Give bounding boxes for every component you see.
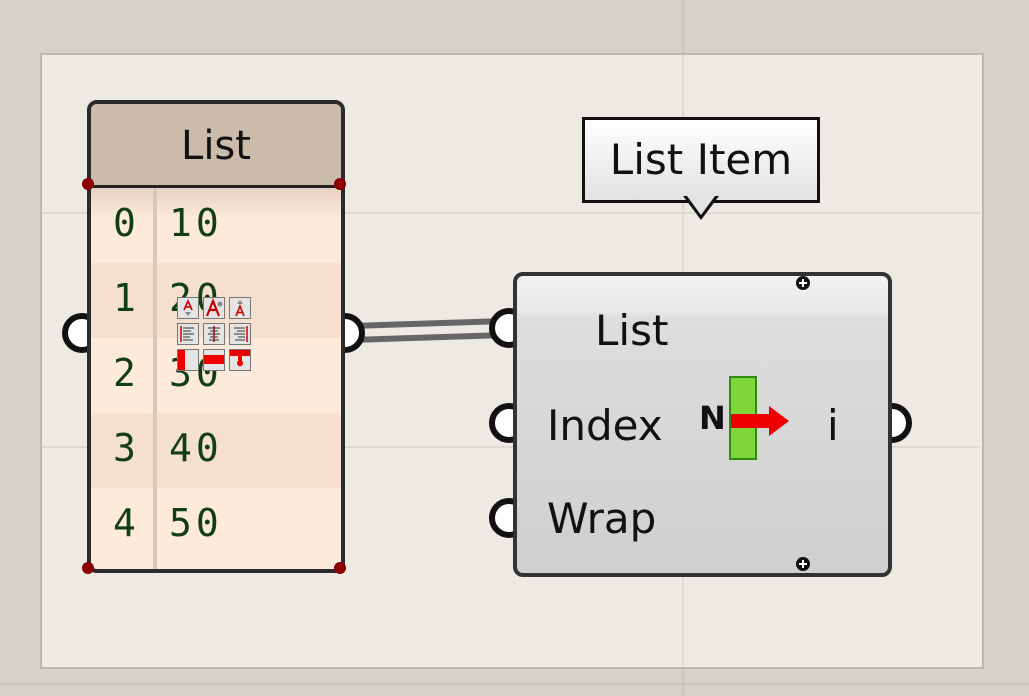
align-center-icon[interactable] bbox=[203, 323, 225, 345]
panel-title: List bbox=[91, 104, 341, 188]
canvas-grid-line bbox=[42, 446, 980, 448]
icon-letter: N bbox=[699, 399, 726, 437]
input-label-list[interactable]: List bbox=[595, 306, 669, 355]
resize-handle[interactable] bbox=[82, 178, 94, 190]
wire-stroke bbox=[351, 318, 506, 329]
list-item-icon: N bbox=[697, 374, 797, 464]
resize-handle[interactable] bbox=[82, 562, 94, 574]
zoom-plus-icon[interactable] bbox=[796, 276, 810, 290]
output-label-i[interactable]: i bbox=[827, 401, 839, 450]
item-value: 40 bbox=[169, 426, 223, 470]
item-index: 2 bbox=[113, 351, 136, 395]
item-value: 50 bbox=[169, 501, 223, 545]
canvas-grid-line bbox=[0, 683, 1029, 685]
item-index: 3 bbox=[113, 426, 136, 470]
component-tooltip: List Item bbox=[582, 117, 820, 203]
align-left-icon[interactable] bbox=[177, 323, 199, 345]
color-left-icon[interactable] bbox=[177, 349, 199, 371]
color-drip-icon[interactable] bbox=[229, 349, 251, 371]
icon-arrow-shaft bbox=[755, 414, 771, 428]
color-fill-icon[interactable] bbox=[203, 349, 225, 371]
resize-handle[interactable] bbox=[334, 178, 346, 190]
resize-handle[interactable] bbox=[334, 562, 346, 574]
text-size-decrease-icon[interactable] bbox=[177, 297, 199, 319]
tooltip-pointer bbox=[687, 196, 715, 215]
zoom-plus-icon[interactable] bbox=[796, 557, 810, 571]
item-index: 1 bbox=[113, 276, 136, 320]
item-value: 10 bbox=[169, 201, 223, 245]
icon-arrow-head bbox=[769, 406, 789, 436]
input-label-wrap[interactable]: Wrap bbox=[547, 494, 657, 543]
list-item: 0 10 bbox=[91, 188, 341, 263]
item-index: 4 bbox=[113, 501, 136, 545]
align-right-icon[interactable] bbox=[229, 323, 251, 345]
input-label-index[interactable]: Index bbox=[547, 401, 663, 450]
list-item: 3 40 bbox=[91, 413, 341, 488]
index-divider bbox=[153, 188, 157, 569]
list-item-component[interactable]: List Index Wrap i N bbox=[513, 272, 892, 577]
wire-stroke bbox=[351, 332, 506, 343]
canvas-grid-line bbox=[42, 212, 980, 214]
icon-selected-item bbox=[731, 414, 755, 428]
text-size-increase-icon[interactable] bbox=[229, 297, 251, 319]
list-item: 4 50 bbox=[91, 488, 341, 569]
item-index: 0 bbox=[113, 201, 136, 245]
text-size-a-icon[interactable] bbox=[203, 297, 225, 319]
